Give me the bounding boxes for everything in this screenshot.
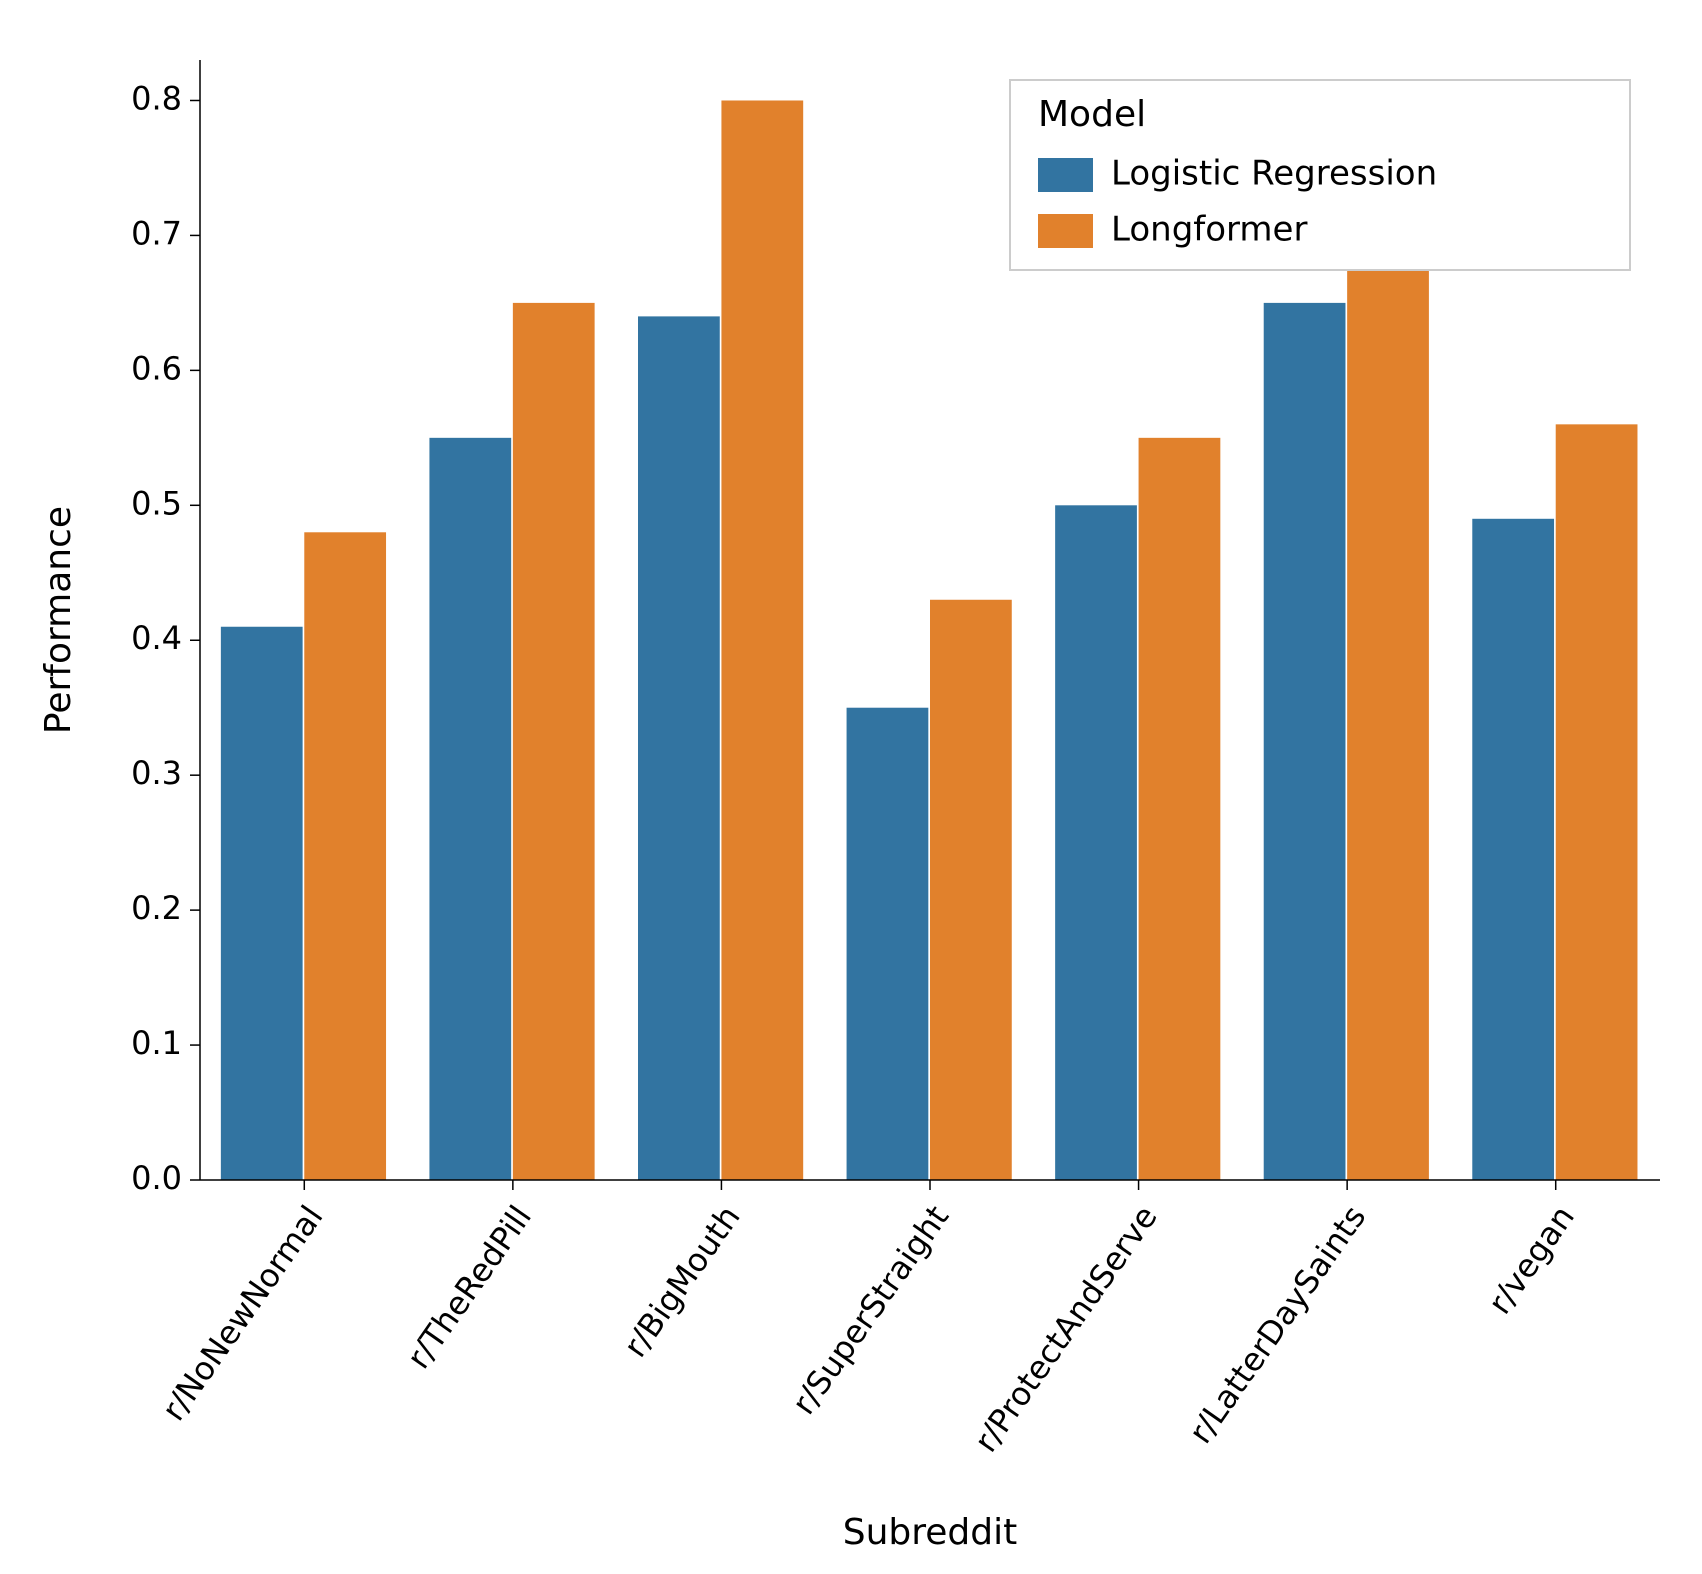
y-tick-label: 0.7 [131,214,182,252]
y-tick-label: 0.6 [131,349,182,387]
bar [638,316,720,1180]
legend-title: Model [1038,94,1146,135]
bar [429,438,511,1180]
y-tick-label: 0.2 [131,889,182,927]
legend-label: Longformer [1111,210,1307,250]
y-axis-label: Performance [38,506,79,734]
bar [1055,505,1137,1180]
bar [721,100,803,1180]
legend-swatch [1038,158,1093,192]
y-tick-label: 0.3 [131,754,182,792]
bar [847,708,929,1180]
bar [1347,208,1429,1180]
y-tick-label: 0.0 [131,1159,182,1197]
bar [1472,519,1554,1180]
bar [1556,424,1638,1180]
x-axis-label: Subreddit [843,1512,1018,1553]
bar [304,532,386,1180]
y-tick-label: 0.8 [131,79,182,117]
bar [513,303,595,1180]
y-tick-label: 0.5 [131,484,182,522]
chart-container: 0.00.10.20.30.40.50.60.70.8r/NoNewNormal… [0,0,1702,1574]
bar [1139,438,1221,1180]
bar [1264,303,1346,1180]
legend-label: Logistic Regression [1111,154,1437,194]
y-tick-label: 0.1 [131,1024,182,1062]
legend-swatch [1038,214,1093,248]
bar-chart-svg: 0.00.10.20.30.40.50.60.70.8r/NoNewNormal… [0,0,1702,1574]
bar [221,627,303,1180]
y-tick-label: 0.4 [131,619,182,657]
bar [930,600,1012,1180]
